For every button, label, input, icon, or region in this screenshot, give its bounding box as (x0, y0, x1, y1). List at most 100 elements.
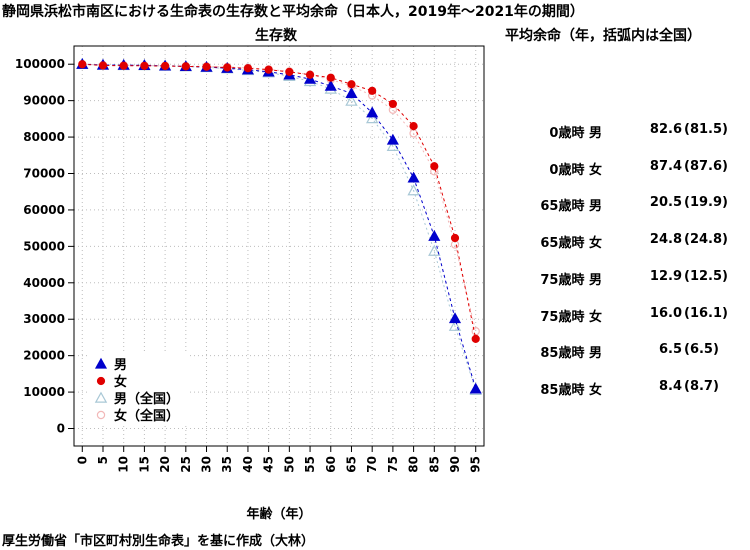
legend-label: 女 (114, 374, 127, 390)
x-tick-label: 10 (117, 456, 131, 473)
life-expectancy-local: 8.4 (658, 378, 682, 394)
series-line-2 (82, 63, 477, 391)
life-expectancy-label: 85歳時 男 (540, 346, 602, 362)
data-point-1 (326, 73, 335, 82)
legend: 男女男（全国）女（全国） (88, 352, 188, 426)
life-expectancy-label: 75歳時 男 (540, 272, 602, 288)
life-expectancy-national: (6.5) (684, 342, 719, 358)
series-line-1 (82, 63, 477, 339)
data-point-0 (386, 133, 399, 145)
y-tick-label: 90000 (23, 94, 65, 108)
data-point-1 (450, 233, 460, 243)
legend-marker (94, 391, 108, 403)
data-point-2 (407, 184, 420, 196)
x-tick-label: 45 (262, 456, 276, 473)
life-expectancy-local: 6.5 (658, 342, 682, 358)
x-tick-label: 5 (96, 456, 110, 464)
x-tick-label: 65 (344, 456, 358, 473)
life-expectancy-national: (24.8) (684, 232, 728, 248)
life-expectancy-label: 75歳時 女 (540, 309, 602, 325)
data-point-1 (223, 63, 232, 72)
x-tick-label: 95 (469, 456, 483, 473)
legend-label: 男（全国） (114, 391, 179, 407)
data-point-2 (365, 112, 379, 124)
x-axis-title: 年齢（年） (246, 506, 311, 522)
chart-title: 生存数 (255, 28, 297, 44)
life-expectancy-local: 12.9 (649, 268, 682, 284)
y-tick-label: 60000 (23, 203, 65, 217)
grid (74, 46, 484, 446)
x-tick-label: 40 (241, 456, 255, 473)
y-tick-label: 10000 (23, 385, 65, 399)
data-point-1 (305, 70, 315, 79)
data-point-1 (409, 122, 418, 131)
life-expectancy-label: 0歳時 女 (549, 162, 602, 178)
life-expectancy-national: (19.9) (684, 195, 728, 211)
series-line-0 (82, 63, 477, 389)
data-point-1 (471, 334, 480, 343)
legend-marker (96, 376, 106, 386)
life-expectancy-local: 82.6 (649, 122, 682, 137)
data-point-2 (345, 94, 358, 106)
y-tick-label: 80000 (23, 130, 65, 144)
page-title: 静岡県浜松市南区における生命表の生存数と平均余命（日本人，2019年～2021年… (2, 4, 584, 20)
life-expectancy-national: (8.7) (684, 378, 719, 394)
life-expectancy-label: 65歳時 女 (540, 236, 602, 252)
life-expectancy-local: 16.0 (649, 305, 682, 321)
x-tick-label: 0 (75, 456, 89, 464)
y-tick-label: 40000 (23, 276, 65, 290)
y-tick-label: 100000 (15, 57, 65, 71)
data-point-1 (202, 62, 211, 71)
x-tick-label: 60 (324, 456, 338, 473)
x-tick-label: 50 (282, 456, 296, 473)
life-expectancy-row: 65歳時 女 24.8 (24.8) (500, 232, 740, 252)
life-expectancy-label: 65歳時 男 (540, 199, 602, 215)
data-point-1 (430, 162, 439, 171)
x-tick-label: 15 (137, 456, 151, 473)
y-tick-label: 70000 (23, 167, 65, 181)
legend-marker (96, 410, 106, 420)
data-point-2 (428, 244, 441, 256)
y-tick-label: 0 (57, 422, 65, 436)
legend-marker (94, 357, 108, 369)
life-expectancy-row: 85歳時 女 8.4 (8.7) (500, 379, 740, 399)
data-point-1 (264, 65, 273, 74)
life-expectancy-row: 0歳時 男 82.6 (81.5) (500, 122, 740, 142)
data-point-0 (324, 79, 337, 91)
data-point-1 (243, 64, 253, 73)
life-expectancy-row: 85歳時 男 6.5 (6.5) (500, 342, 740, 362)
life-expectancy-row: 65歳時 男 20.5 (19.9) (500, 195, 740, 215)
life-expectancy-national: (12.5) (684, 268, 728, 284)
data-point-1 (161, 61, 170, 71)
life-expectancy-row: 0歳時 女 87.4 (87.6) (500, 159, 740, 179)
x-tick-label: 55 (303, 456, 317, 473)
data-point-1 (181, 62, 190, 71)
axes: 0 10000 20000 30000 40000 50000 60000 70000 8000… (15, 45, 485, 473)
x-tick-label: 90 (448, 456, 462, 473)
legend-label: 女（全国） (114, 408, 179, 424)
x-tick-label: 85 (427, 456, 441, 473)
life-expectancy-label: 85歳時 女 (540, 382, 602, 398)
data-point-1 (388, 99, 397, 109)
data-point-0 (448, 312, 462, 324)
x-tick-label: 30 (200, 456, 214, 473)
x-tick-label: 20 (158, 456, 172, 473)
data-point-1 (347, 80, 356, 89)
life-expectancy-national: (16.1) (684, 305, 728, 321)
life-expectancy-label: 0歳時 男 (549, 126, 602, 141)
data-point-2 (386, 139, 400, 151)
data-point-1 (98, 61, 108, 70)
x-tick-label: 80 (407, 456, 421, 473)
series-line-3 (82, 63, 477, 332)
data-point-0 (469, 382, 482, 394)
data-point-1 (140, 61, 149, 70)
life-expectancy-national: (81.5) (684, 122, 728, 137)
y-tick-label: 20000 (23, 349, 65, 363)
life-expectancy-row: 75歳時 女 16.0 (16.1) (500, 306, 740, 326)
data-point-0 (428, 229, 441, 241)
life-expectancy-title: 平均余命（年，括弧内は全国） (505, 28, 701, 44)
data-point-0 (407, 171, 420, 183)
x-tick-label: 35 (220, 456, 234, 473)
x-tick-label: 75 (386, 456, 400, 473)
